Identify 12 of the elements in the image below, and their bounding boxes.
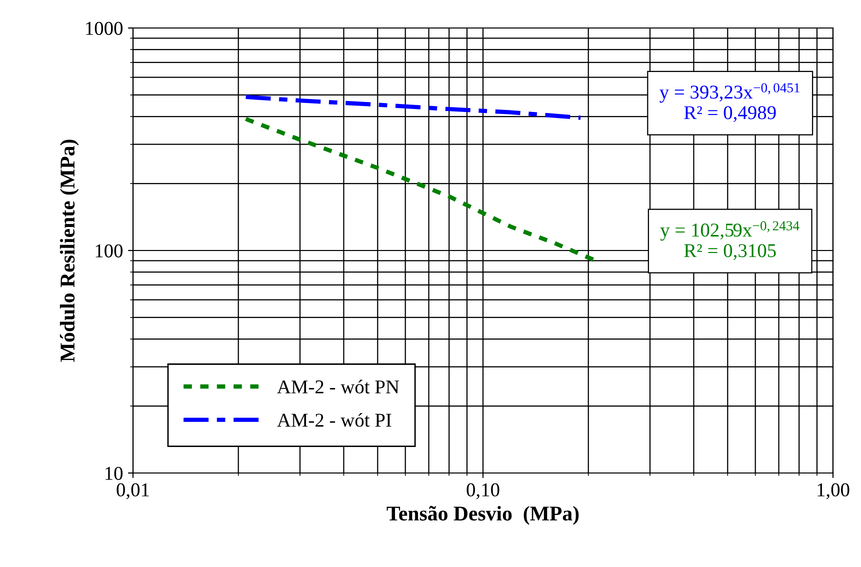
legend-label: AM-2 - wót PI bbox=[277, 413, 392, 427]
x-tick-label: 0,10 bbox=[466, 483, 500, 500]
y-tick-label: 1000 bbox=[86, 22, 123, 35]
x-tick-label: 0,01 bbox=[116, 483, 149, 500]
annotation: y = 102,59x$^{−0,2434}$ R² = 0,3105 bbox=[660, 221, 800, 260]
y-tick-label: 10 bbox=[106, 466, 123, 480]
legend-label: AM-2 - wót PN bbox=[277, 380, 400, 394]
x-tick-label: 1,00 bbox=[818, 483, 850, 500]
annotation: y = 393,23x$^{−0,0451}$ R² = 0,4989 bbox=[660, 83, 800, 122]
x-axis-title: Tensão Desvio (MPa) bbox=[386, 506, 579, 525]
y-axis-title: Módulo Resiliente (MPa) bbox=[60, 140, 79, 362]
y-tick-label: 100 bbox=[96, 244, 123, 258]
